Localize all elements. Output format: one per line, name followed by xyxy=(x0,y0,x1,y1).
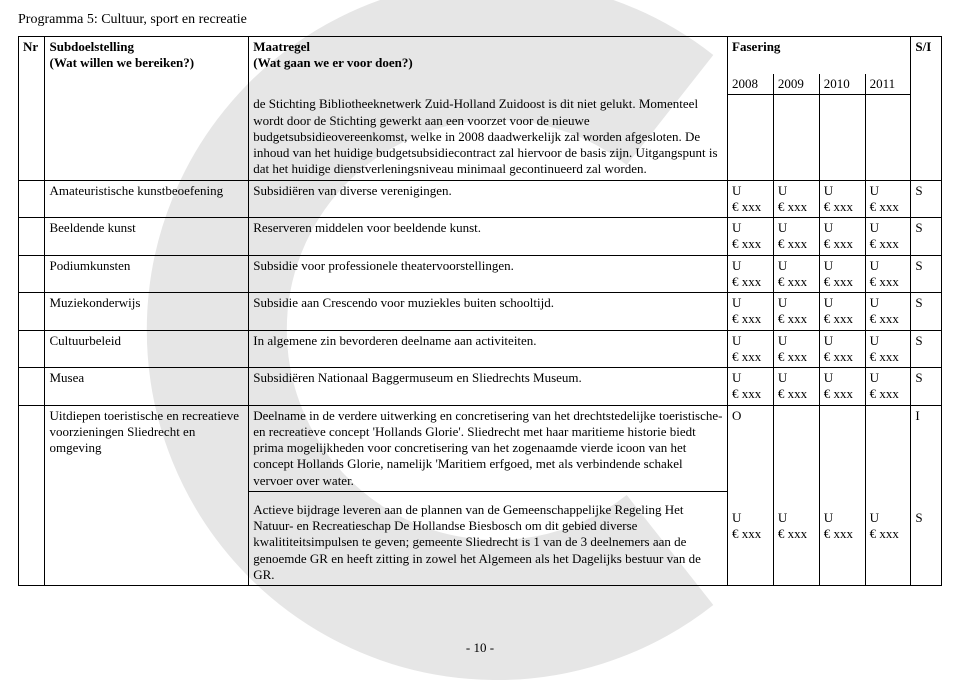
cell-subdoelstelling: Podiumkunsten xyxy=(45,255,249,293)
cell-y2011: U € xxx xyxy=(865,293,911,331)
cell-y2009: U € xxx xyxy=(773,180,819,218)
cell-y2011: U € xxx xyxy=(865,255,911,293)
year-2009: 2009 xyxy=(773,74,819,95)
cell-si: S xyxy=(911,491,942,585)
col-subdoelstelling: Subdoelstelling (Wat willen we bereiken?… xyxy=(45,37,249,74)
cell-y2008: U € xxx xyxy=(728,180,774,218)
cell-maatregel: Deelname in de verdere uitwerking en con… xyxy=(249,405,728,491)
cell-si: S xyxy=(911,180,942,218)
cell-maatregel: Reserveren middelen voor beeldende kunst… xyxy=(249,218,728,256)
cell-y2008: U € xxx xyxy=(728,293,774,331)
col-si: S/I xyxy=(911,37,942,74)
cell-y2008: O xyxy=(728,405,774,491)
cell-subdoelstelling: Amateuristische kunstbeoefening xyxy=(45,180,249,218)
cell-subdoelstelling: Uitdiepen toeristische en recreatieve vo… xyxy=(45,405,249,491)
cell-y2009: U € xxx xyxy=(773,491,819,585)
cell-subdoelstelling: Muziekonderwijs xyxy=(45,293,249,331)
cell-y2010: U € xxx xyxy=(819,330,865,368)
cell-si: S xyxy=(911,368,942,406)
cell-si: S xyxy=(911,330,942,368)
table-row: Uitdiepen toeristische en recreatieve vo… xyxy=(19,405,942,491)
cell-y2008: U € xxx xyxy=(728,491,774,585)
cell-y2010: U € xxx xyxy=(819,218,865,256)
table-row: Beeldende kunstReserveren middelen voor … xyxy=(19,218,942,256)
cell-y2008: U € xxx xyxy=(728,255,774,293)
cell-y2009: U € xxx xyxy=(773,218,819,256)
cell-y2008: U € xxx xyxy=(728,368,774,406)
cell-y2010 xyxy=(819,405,865,491)
cell-si: S xyxy=(911,218,942,256)
cell-y2011: U € xxx xyxy=(865,218,911,256)
table-header-row: Nr Subdoelstelling (Wat willen we bereik… xyxy=(19,37,942,74)
cell-maatregel: Subsidie aan Crescendo voor muziekles bu… xyxy=(249,293,728,331)
cell-y2010: U € xxx xyxy=(819,293,865,331)
cell-y2011 xyxy=(865,405,911,491)
table-row: CultuurbeleidIn algemene zin bevorderen … xyxy=(19,330,942,368)
cell-y2009: U € xxx xyxy=(773,368,819,406)
cell-subdoelstelling xyxy=(45,491,249,585)
cell-y2009: U € xxx xyxy=(773,330,819,368)
cell-maatregel: Subsidiëren Nationaal Baggermuseum en Sl… xyxy=(249,368,728,406)
cell-y2010: U € xxx xyxy=(819,491,865,585)
col-fasering: Fasering xyxy=(728,37,774,74)
page-title: Programma 5: Cultuur, sport en recreatie xyxy=(18,12,942,28)
cell-si: S xyxy=(911,293,942,331)
intro-text: de Stichting Bibliotheeknetwerk Zuid-Hol… xyxy=(249,94,728,180)
page-number: - 10 - xyxy=(0,640,960,656)
cell-y2011: U € xxx xyxy=(865,491,911,585)
cell-si: I xyxy=(911,405,942,491)
cell-subdoelstelling: Beeldende kunst xyxy=(45,218,249,256)
table-row: Amateuristische kunstbeoefeningSubsidiër… xyxy=(19,180,942,218)
cell-y2010: U € xxx xyxy=(819,255,865,293)
cell-y2010: U € xxx xyxy=(819,180,865,218)
year-2010: 2010 xyxy=(819,74,865,95)
cell-y2009: U € xxx xyxy=(773,293,819,331)
cell-y2008: U € xxx xyxy=(728,330,774,368)
main-table: Nr Subdoelstelling (Wat willen we bereik… xyxy=(18,36,942,586)
year-2011: 2011 xyxy=(865,74,911,95)
cell-y2008: U € xxx xyxy=(728,218,774,256)
cell-y2009 xyxy=(773,405,819,491)
col-maatregel: Maatregel (Wat gaan we er voor doen?) xyxy=(249,37,728,74)
table-row: MuseaSubsidiëren Nationaal Baggermuseum … xyxy=(19,368,942,406)
col-nr: Nr xyxy=(19,37,45,74)
cell-subdoelstelling: Musea xyxy=(45,368,249,406)
cell-y2010: U € xxx xyxy=(819,368,865,406)
table-row: MuziekonderwijsSubsidie aan Crescendo vo… xyxy=(19,293,942,331)
cell-y2009: U € xxx xyxy=(773,255,819,293)
table-row: PodiumkunstenSubsidie voor professionele… xyxy=(19,255,942,293)
table-year-row: 2008 2009 2010 2011 xyxy=(19,74,942,95)
cell-maatregel: Actieve bijdrage leveren aan de plannen … xyxy=(249,491,728,585)
cell-maatregel: In algemene zin bevorderen deelname aan … xyxy=(249,330,728,368)
intro-row: de Stichting Bibliotheeknetwerk Zuid-Hol… xyxy=(19,94,942,180)
table-row: Actieve bijdrage leveren aan de plannen … xyxy=(19,491,942,585)
year-2008: 2008 xyxy=(728,74,774,95)
cell-y2011: U € xxx xyxy=(865,368,911,406)
cell-subdoelstelling: Cultuurbeleid xyxy=(45,330,249,368)
cell-y2011: U € xxx xyxy=(865,330,911,368)
cell-si: S xyxy=(911,255,942,293)
cell-y2011: U € xxx xyxy=(865,180,911,218)
cell-maatregel: Subsidiëren van diverse verenigingen. xyxy=(249,180,728,218)
cell-maatregel: Subsidie voor professionele theatervoors… xyxy=(249,255,728,293)
